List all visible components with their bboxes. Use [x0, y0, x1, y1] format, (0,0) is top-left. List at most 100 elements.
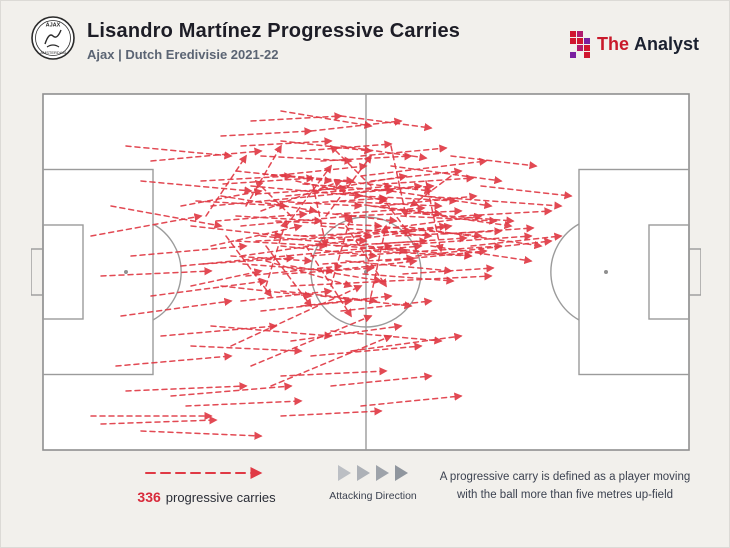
- carry-arrow: [360, 144, 448, 157]
- carry-arrow: [265, 245, 312, 308]
- carry-arrow: [340, 145, 428, 162]
- carry-arrow: [240, 222, 453, 257]
- penalty-spot-left: [124, 270, 128, 274]
- carry-arrow: [375, 234, 468, 245]
- penalty-arc-right: [550, 223, 580, 321]
- carry-arrow: [245, 144, 282, 207]
- carry-arrow: [345, 260, 453, 275]
- carry-arrow: [202, 254, 295, 265]
- brand-analyst-label: Analyst: [633, 34, 699, 54]
- carry-arrow: [200, 172, 293, 182]
- carry-arrow: [390, 145, 409, 218]
- carry-arrow: [280, 110, 373, 129]
- carry-arrow: [442, 224, 535, 235]
- attacking-direction-icon: [335, 465, 411, 481]
- carry-arrow: [225, 235, 272, 298]
- carry-arrow: [220, 195, 318, 215]
- carry-arrow: [355, 222, 448, 237]
- carry-arrow: [220, 127, 313, 137]
- page-subtitle: Ajax | Dutch Eredivisie 2021-22: [87, 47, 279, 62]
- header: AJAX AMSTERDAM Lisandro Martínez Progres…: [1, 1, 729, 81]
- carry-arrow: [260, 179, 343, 212]
- carry-arrow: [365, 250, 473, 260]
- carry-arrow: [140, 180, 253, 195]
- carry-arrow: [390, 190, 493, 210]
- carry-arrow: [450, 155, 538, 170]
- carry-arrow: [210, 223, 303, 247]
- carry-arrow: [265, 219, 289, 287]
- carry-arrow: [415, 237, 553, 257]
- carry-arrow: [400, 215, 498, 225]
- pitch-chart: [31, 86, 701, 461]
- carry-arrow: [120, 297, 233, 317]
- carry-arrow: [222, 174, 315, 185]
- carry-arrow: [285, 164, 332, 227]
- carry-arrow: [380, 194, 412, 237]
- carries-legend: 336 progressive carries: [119, 465, 294, 505]
- analyst-logo-mark-icon: [569, 31, 590, 58]
- carry-arrow: [360, 157, 488, 177]
- carry-arrow: [115, 352, 233, 367]
- carry-arrow: [470, 232, 563, 247]
- carry-arrow: [130, 242, 248, 257]
- carry-arrow: [215, 210, 308, 222]
- carry-arrow-icon: [144, 467, 262, 479]
- carry-arrow: [290, 322, 403, 342]
- carry-arrow: [330, 330, 443, 345]
- six-yard-box-left: [42, 224, 84, 320]
- carry-arrow: [255, 232, 373, 242]
- carry-arrow: [282, 264, 375, 275]
- carry-arrow: [385, 232, 533, 247]
- carry-arrow: [230, 255, 313, 265]
- carry-arrow: [335, 204, 426, 215]
- carry-arrow: [285, 182, 393, 197]
- carry-arrow: [310, 342, 423, 357]
- carry-arrow: [280, 245, 378, 260]
- attacking-direction-label: Attacking Direction: [329, 490, 417, 502]
- carry-arrow: [125, 145, 233, 160]
- carry-arrow: [300, 292, 393, 307]
- carry-arrow: [329, 144, 372, 187]
- pitch-markings: [31, 93, 701, 451]
- carry-arrow: [125, 382, 248, 392]
- carry-arrow: [350, 332, 463, 352]
- carry-arrow: [160, 322, 278, 337]
- carry-arrow: [322, 254, 415, 265]
- carry-arrow: [355, 203, 443, 218]
- carry-arrow: [430, 245, 533, 265]
- brand-the-label: The: [596, 34, 629, 54]
- carry-arrow: [382, 174, 475, 185]
- definition-text: A progressive carry is defined as a play…: [429, 469, 701, 505]
- carry-arrow: [270, 334, 393, 387]
- carry-arrow: [235, 240, 328, 250]
- carry-arrow: [280, 367, 388, 377]
- carry-arrow: [185, 397, 303, 407]
- carry-arrow: [320, 152, 413, 162]
- carry-arrow: [290, 265, 383, 284]
- carry-arrow: [260, 155, 353, 165]
- carries-count-label: progressive carries: [165, 490, 276, 505]
- carry-arrow: [110, 205, 223, 229]
- carry-arrow: [100, 267, 213, 277]
- carry-arrow: [280, 140, 373, 155]
- carry-arrow: [380, 192, 478, 207]
- carry-arrow: [190, 345, 303, 355]
- svg-text:AMSTERDAM: AMSTERDAM: [40, 50, 66, 55]
- carry-arrow: [305, 245, 352, 318]
- carry-arrow: [370, 224, 389, 297]
- carry-arrow: [180, 242, 393, 267]
- carry-arrow: [290, 272, 493, 287]
- carry-arrow: [250, 314, 373, 367]
- penalty-arc-left: [152, 223, 182, 321]
- carry-arrow: [325, 154, 372, 217]
- carry-arrow: [425, 180, 444, 253]
- attacking-direction-legend: Attacking Direction: [323, 465, 423, 502]
- definition-line-2: with the ball more than five metres up-f…: [456, 488, 674, 501]
- goal-left: [31, 248, 44, 296]
- the-analyst-logo: The Analyst: [569, 31, 699, 58]
- carry-arrow: [330, 372, 433, 387]
- carry-arrow: [300, 140, 393, 152]
- carry-arrow: [302, 183, 395, 195]
- carry-arrow: [235, 215, 323, 225]
